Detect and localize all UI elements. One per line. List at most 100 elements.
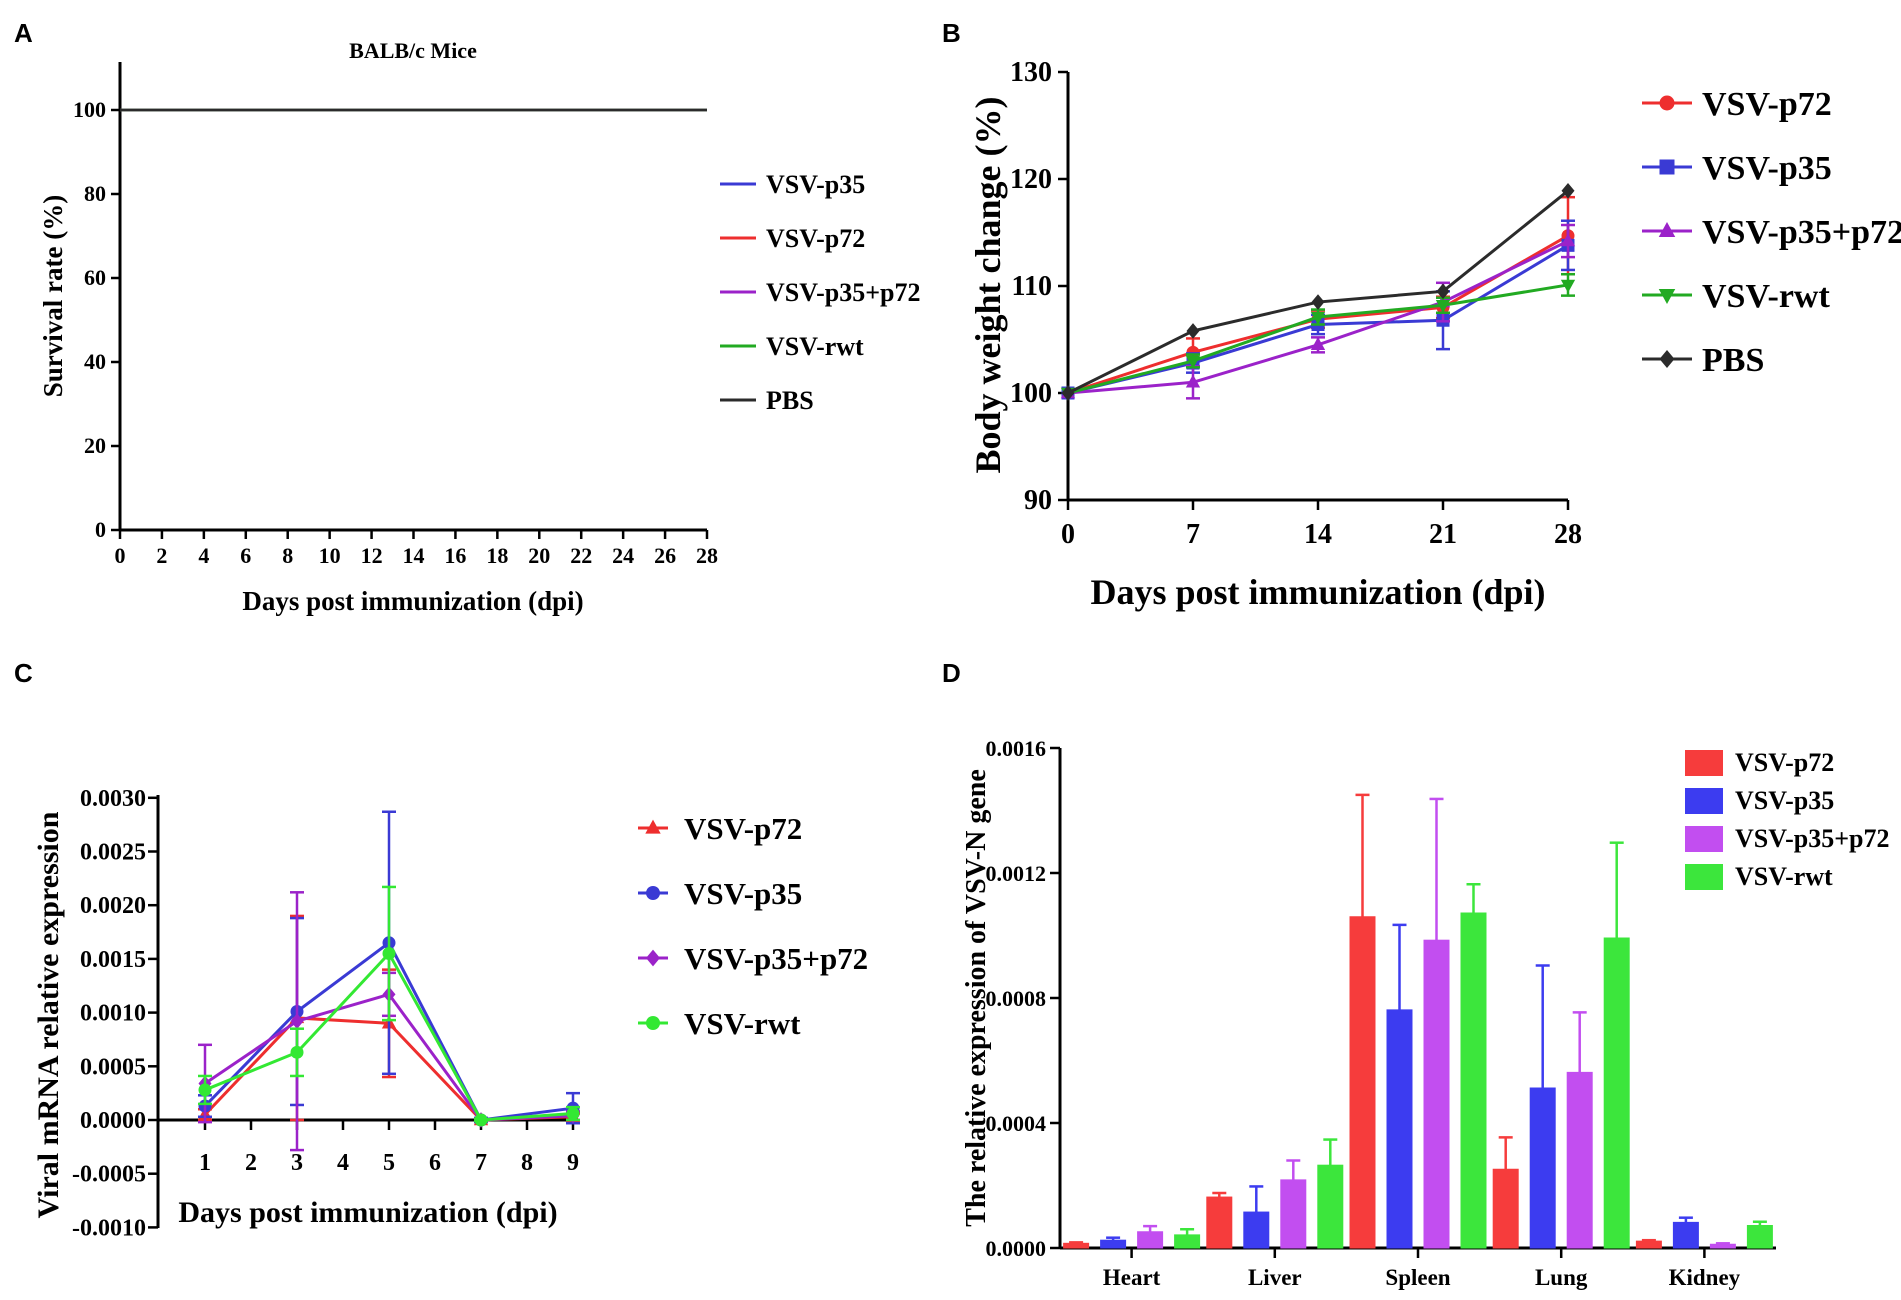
bar-VSV-p72-Spleen: [1349, 916, 1376, 1249]
y-axis-label: Body weight change (%): [968, 97, 1008, 474]
y-tick-label: -0.0010: [72, 1215, 146, 1241]
bar-VSV-p35+p72-Heart: [1137, 1231, 1164, 1249]
legend-label: PBS: [766, 386, 814, 415]
x-tick-label: 2: [156, 543, 167, 568]
point-PBS: [1186, 323, 1200, 339]
y-tick-label: 0.0020: [80, 893, 146, 919]
chart-b-body-weight: 0 7 14 21 28 90 100 110 120 130 Days post immuniza…: [968, 57, 1901, 612]
point-PBS: [1561, 182, 1575, 199]
point-VSV-p35+p72: [1185, 374, 1201, 388]
point-PBS: [1061, 385, 1075, 401]
point-VSV-p35+p72: [1310, 337, 1326, 351]
legend-swatch: [1685, 788, 1723, 814]
x-tick-label: 6: [429, 1150, 441, 1176]
x-tick-label: 10: [319, 543, 341, 568]
y-tick-label: 100: [73, 97, 106, 122]
x-tick-label: 3: [291, 1150, 303, 1176]
y-tick-label: 0.0030: [80, 786, 146, 812]
panel-label-d: D: [942, 658, 961, 688]
legend-label: VSV-p72: [684, 811, 802, 846]
y-tick-label: 120: [1010, 164, 1052, 195]
legend-swatch: [1685, 750, 1723, 776]
bar-VSV-rwt-Lung: [1603, 937, 1630, 1249]
y-tick-label: 0.0004: [986, 1111, 1047, 1136]
bar-VSV-p35-Lung: [1529, 1087, 1556, 1249]
y-tick-label: 0.0012: [986, 861, 1047, 886]
x-tick-label: Kidney: [1669, 1265, 1741, 1290]
legend-marker: [1658, 222, 1676, 237]
legend-label: VSV-p35+p72: [766, 278, 920, 307]
x-tick-label: 14: [1304, 519, 1332, 550]
legend-marker: [646, 886, 660, 900]
y-tick-label: 0.0025: [80, 840, 146, 866]
legend-label: VSV-rwt: [684, 1006, 801, 1041]
point-VSV-rwt: [290, 1045, 304, 1059]
point-VSV-rwt: [1435, 300, 1451, 314]
legend-label: VSV-rwt: [1702, 278, 1830, 315]
y-axis-label: Survival rate (%): [38, 195, 68, 397]
panel-label-a: A: [14, 18, 33, 48]
x-tick-label: Lung: [1535, 1265, 1588, 1290]
y-tick-label: 60: [84, 265, 106, 290]
point-VSV-rwt: [1185, 355, 1201, 369]
legend-label: VSV-p35+p72: [1735, 824, 1889, 853]
bar-VSV-p35+p72-Lung: [1566, 1071, 1593, 1249]
legend-label: VSV-p72: [766, 224, 865, 253]
y-tick-label: 90: [1024, 485, 1052, 516]
legend-marker: [645, 819, 661, 834]
point-VSV-p35+p72: [290, 1013, 304, 1029]
legend-label: PBS: [1702, 342, 1764, 379]
x-tick-label: 2: [245, 1150, 257, 1176]
x-tick-label: 28: [1554, 519, 1582, 550]
legend-marker: [1659, 350, 1675, 368]
x-tick-label: 14: [403, 543, 425, 568]
point-VSV-rwt: [1310, 311, 1326, 325]
x-tick-label: 0: [115, 543, 126, 568]
legend-label: VSV-p35: [766, 170, 865, 199]
x-tick-label: Spleen: [1385, 1265, 1450, 1290]
bar-VSV-p35-Spleen: [1386, 1009, 1413, 1249]
y-tick-label: 40: [84, 349, 106, 374]
x-tick-label: 7: [475, 1150, 487, 1176]
x-tick-label: 16: [444, 543, 466, 568]
y-tick-label: 110: [1012, 271, 1052, 302]
x-tick-label: 21: [1429, 519, 1457, 550]
y-tick-label: 0.0015: [80, 947, 146, 973]
x-tick-label: 12: [361, 543, 383, 568]
y-tick-label: 20: [84, 433, 106, 458]
x-tick-label: 4: [337, 1150, 349, 1176]
y-axis-label: Viral mRNA relative expression: [32, 811, 65, 1218]
legend-marker: [1659, 95, 1675, 111]
legend-marker: [1659, 159, 1675, 175]
bar-VSV-p35+p72-Spleen: [1423, 939, 1450, 1249]
y-tick-label: 0.0005: [80, 1054, 146, 1080]
chart-c-viral-mrna: 1 2 3 4 5 6 7 8 9 -0.0010 -0.0005 0.0000 0.0005 0.001…: [32, 786, 868, 1242]
legend-swatch: [1685, 864, 1723, 890]
legend-label: VSV-p35+p72: [1702, 214, 1901, 251]
point-VSV-rwt: [566, 1107, 580, 1121]
bar-VSV-p72-Kidney: [1635, 1240, 1662, 1249]
x-axis-label: Days post immunization (dpi): [1090, 572, 1545, 612]
bar-VSV-p35-Heart: [1100, 1239, 1127, 1249]
x-tick-label: 0: [1061, 519, 1075, 550]
x-tick-label: 26: [654, 543, 676, 568]
legend-swatch: [1685, 826, 1723, 852]
bar-VSV-rwt-Liver: [1317, 1164, 1344, 1249]
y-tick-label: -0.0005: [72, 1162, 146, 1188]
legend-label: VSV-p35: [684, 876, 802, 911]
legend-label: VSV-p72: [1702, 86, 1832, 123]
y-tick-label: 0.0008: [986, 986, 1047, 1011]
y-tick-label: 0: [95, 517, 106, 542]
chart-d-vsv-n-expression: 0.0000 0.0004 0.0008 0.0012 0.0016 The relati…: [961, 736, 1889, 1290]
x-tick-label: 20: [528, 543, 550, 568]
legend-marker: [646, 1016, 660, 1030]
bar-VSV-rwt-Spleen: [1460, 912, 1487, 1249]
x-tick-label: 5: [383, 1150, 395, 1176]
y-tick-label: 0.0010: [80, 1001, 146, 1027]
y-axis-label: The relative expression of VSV-N gene: [961, 769, 992, 1227]
bar-VSV-p35-Liver: [1243, 1211, 1270, 1249]
x-tick-label: 22: [570, 543, 592, 568]
x-tick-label: 7: [1186, 519, 1200, 550]
panel-label-c: C: [14, 658, 33, 688]
